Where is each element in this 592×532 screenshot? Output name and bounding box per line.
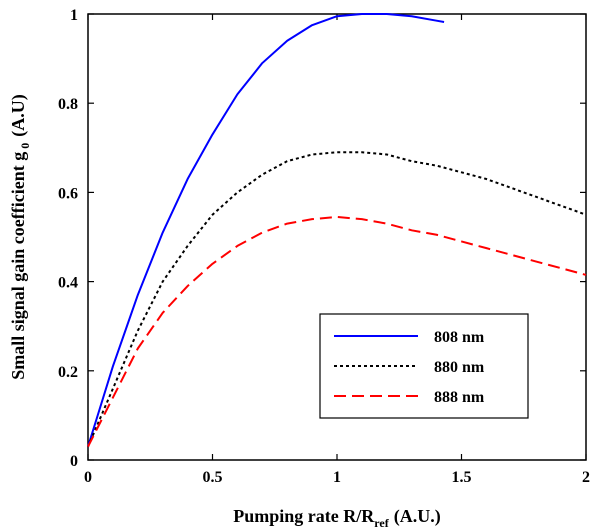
series-line-2 bbox=[87, 151, 587, 448]
y-tick-label: 0 bbox=[70, 453, 78, 470]
x-axis-label-unit: (A.U.) bbox=[394, 506, 441, 527]
y-tick-label: 0.4 bbox=[58, 275, 78, 292]
legend: 808 nm 880 nm 888 nm bbox=[319, 313, 529, 419]
x-tick-label: 0.5 bbox=[203, 469, 223, 486]
series-lines bbox=[87, 13, 587, 448]
x-axis-label-sub: ref bbox=[374, 516, 389, 530]
legend-label-1: 808 nm bbox=[434, 329, 485, 346]
x-tick-label: 2 bbox=[582, 469, 590, 486]
legend-label-2: 880 nm bbox=[434, 359, 485, 376]
x-tick-label: 0 bbox=[84, 469, 92, 486]
y-axis-label: Small signal gain coefficient g 0 (A.U) bbox=[8, 94, 32, 380]
x-axis-ticks: 0 0.5 1 1.5 2 bbox=[84, 14, 590, 486]
x-tick-label: 1.5 bbox=[452, 469, 472, 486]
y-axis-label-sub: 0 bbox=[18, 143, 32, 149]
legend-entries: 808 nm 880 nm 888 nm bbox=[334, 329, 485, 406]
series-line-1 bbox=[87, 13, 445, 447]
y-axis-label-unit: (A.U) bbox=[8, 94, 29, 137]
y-axis-label-main: Small signal gain coefficient g bbox=[8, 152, 28, 380]
x-axis-label-main: Pumping rate R/R bbox=[233, 506, 375, 526]
legend-label-3: 888 nm bbox=[434, 389, 485, 406]
y-tick-label: 0.2 bbox=[58, 364, 78, 381]
x-axis-label: Pumping rate R/Rref (A.U.) bbox=[233, 506, 440, 530]
y-tick-label: 0.8 bbox=[58, 96, 78, 113]
legend-box bbox=[319, 313, 529, 419]
y-tick-label: 1 bbox=[70, 7, 78, 24]
y-tick-label: 0.6 bbox=[58, 185, 78, 202]
plot-area: 0 0.5 1 1.5 2 0 0.2 0.4 0.6 0.8 1 bbox=[58, 7, 590, 486]
series-line-3 bbox=[87, 215, 587, 448]
x-tick-label: 1 bbox=[333, 469, 341, 486]
y-axis-ticks: 0 0.2 0.4 0.6 0.8 1 bbox=[58, 7, 586, 470]
